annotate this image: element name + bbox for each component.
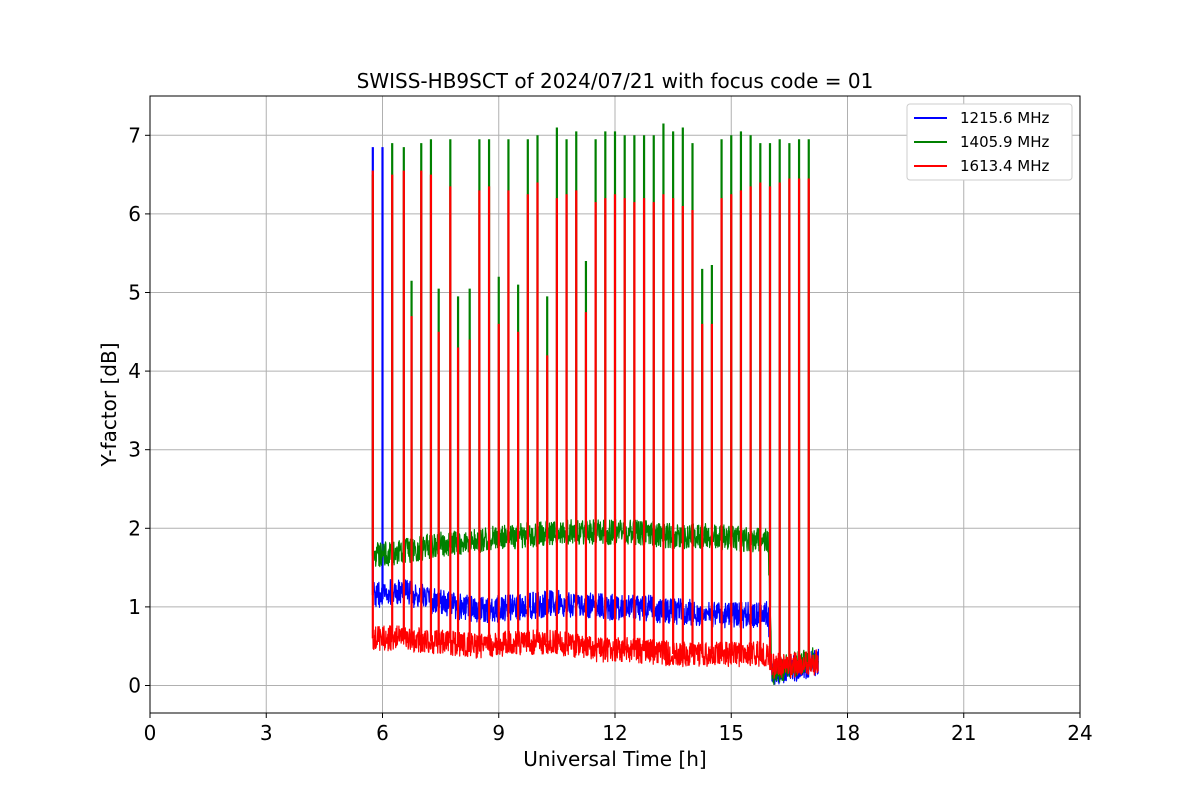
- y-tick-label: 3: [128, 438, 141, 462]
- x-tick-label: 15: [719, 721, 744, 745]
- y-tick-label: 0: [128, 673, 141, 697]
- x-tick-label: 0: [144, 721, 157, 745]
- x-tick-label: 12: [602, 721, 627, 745]
- y-tick-label: 7: [128, 123, 141, 147]
- x-tick-label: 21: [951, 721, 976, 745]
- y-tick-label: 5: [128, 280, 141, 304]
- x-tick-label: 3: [260, 721, 273, 745]
- y-tick-label: 6: [128, 202, 141, 226]
- plot-series: [371, 123, 820, 686]
- legend-item: 1613.4 MHz: [914, 157, 1049, 175]
- x-tick-label: 9: [492, 721, 505, 745]
- series-3: [371, 170, 819, 679]
- y-axis-label: Y-factor [dB]: [97, 342, 121, 467]
- x-tick-label: 6: [376, 721, 389, 745]
- y-tick-label: 1: [128, 595, 141, 619]
- y-tick-label: 2: [128, 516, 141, 540]
- legend-label: 1405.9 MHz: [960, 133, 1049, 151]
- y-tick-label: 4: [128, 359, 141, 383]
- chart-title: SWISS-HB9SCT of 2024/07/21 with focus co…: [357, 69, 874, 93]
- x-axis-label: Universal Time [h]: [523, 747, 706, 771]
- legend-item: 1405.9 MHz: [914, 133, 1049, 151]
- x-tick-label: 18: [835, 721, 860, 745]
- legend-item: 1215.6 MHz: [914, 109, 1049, 127]
- legend-label: 1215.6 MHz: [960, 109, 1049, 127]
- x-tick-label: 24: [1067, 721, 1092, 745]
- legend: 1215.6 MHz 1405.9 MHz 1613.4 MHz: [906, 103, 1073, 181]
- legend-box: [906, 103, 1073, 181]
- legend-label: 1613.4 MHz: [960, 157, 1049, 175]
